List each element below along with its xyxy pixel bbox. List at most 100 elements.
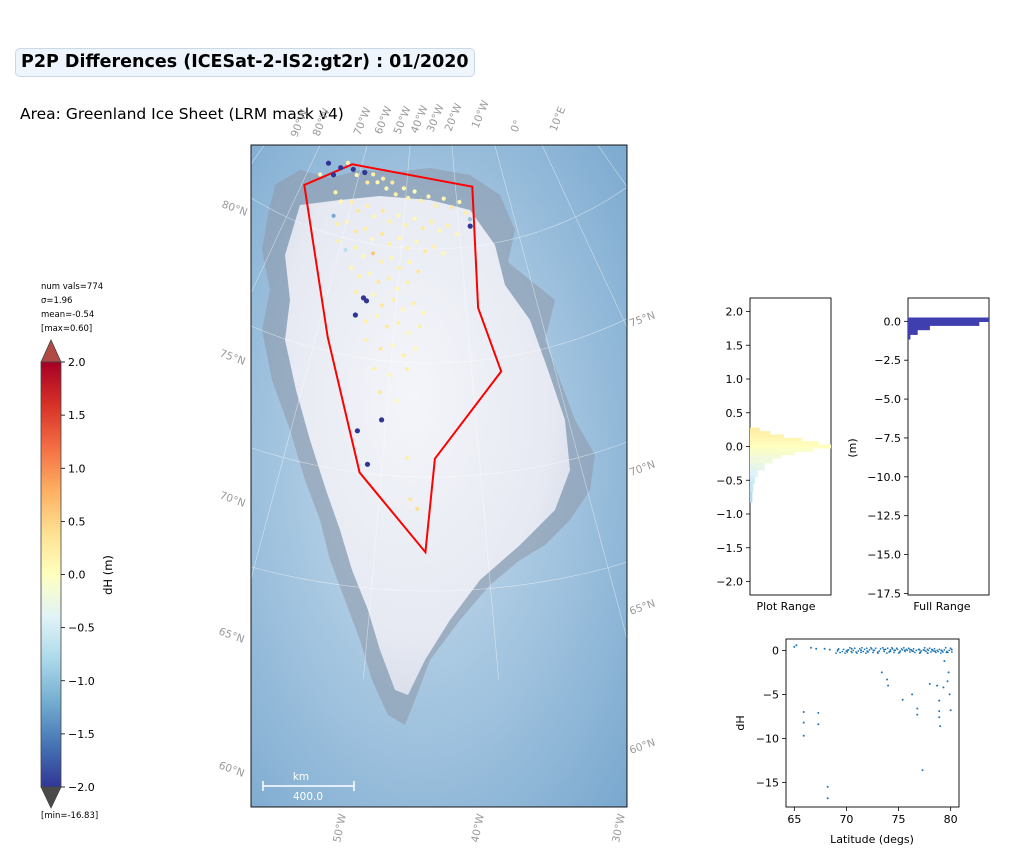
map-data-point [384, 324, 389, 329]
map-data-point [384, 186, 389, 191]
map-data-point [396, 320, 401, 326]
scatter-point [817, 711, 820, 714]
graticule-meridian [251, 145, 321, 294]
histogram-ytick-label: −2.5 [874, 354, 901, 367]
map-data-point [345, 160, 350, 165]
histogram-bar [908, 321, 980, 326]
scatter-point [936, 684, 939, 687]
scatter-point [946, 680, 949, 683]
graticule-parallel [251, 441, 627, 478]
scatter-point [895, 647, 898, 650]
stat-sigma: σ=1.96 [41, 296, 72, 306]
graticule-meridian [451, 145, 499, 680]
histogram-full-range-bars [908, 317, 989, 340]
histogram-bar [750, 463, 765, 471]
map-data-point [379, 259, 384, 264]
scatter-point [900, 648, 903, 650]
map-data-point [361, 254, 366, 259]
map-data-point [441, 251, 446, 256]
scatter-point [938, 716, 941, 719]
map-data-point [336, 238, 341, 244]
colorbar-tick-label: 1.5 [68, 409, 86, 422]
map-data-point [395, 286, 400, 291]
scatter-point [841, 650, 844, 653]
map-data-point [352, 312, 358, 318]
scatter-point [828, 648, 831, 651]
histogram-ytick-label: −5.0 [874, 393, 901, 406]
scatter-point [878, 650, 881, 652]
scatter-point [933, 648, 936, 650]
scatter-point [844, 652, 846, 654]
map-data-point [417, 324, 423, 329]
map-data-point [371, 172, 376, 177]
scale-bar-unit: km [293, 771, 309, 783]
scatter-point [918, 648, 921, 651]
scatter-point [876, 651, 879, 654]
scatter-point [802, 734, 805, 737]
histogram-plot-range-xlabel: Plot Range [756, 600, 815, 613]
map-lat-label-left: 60°N [217, 760, 246, 780]
scatter-point [938, 648, 941, 651]
map-data-point [390, 180, 395, 185]
map-data-point [365, 203, 370, 208]
scatter-point [938, 710, 941, 713]
histogram-full-range-ylabel: (m) [846, 438, 859, 457]
map-data-point [428, 219, 434, 224]
histogram-ytick-label: −2.0 [716, 576, 743, 589]
scatter-point [890, 646, 893, 649]
scatter-point [949, 709, 952, 712]
map-data-point [350, 166, 356, 172]
map-lon-label-bottom: 30°W [610, 812, 628, 843]
map-data-point [377, 390, 383, 395]
map-data-point [411, 301, 416, 306]
histogram-full-range-xlabel: Full Range [913, 600, 970, 613]
scatter-ticks: 65 70 75 80 0 −5 −10 −15 [756, 644, 958, 826]
map-lat-label-right: 75°N [628, 309, 657, 329]
colorbar-tick-label: 2.0 [68, 356, 86, 369]
scatter-point [939, 652, 942, 654]
map-data-point [437, 228, 442, 233]
map-data-points [318, 160, 473, 511]
stats-block: num vals=774 σ=1.96 mean=-0.54 [max=0.60… [41, 282, 103, 821]
map-data-point [387, 219, 392, 224]
map-data-point [375, 180, 380, 185]
scatter-point [842, 648, 845, 651]
map-data-point [376, 279, 381, 284]
map-lon-label-top: 0° [509, 119, 525, 135]
scatter-point [872, 649, 875, 652]
map-data-point [331, 213, 336, 218]
graticule-meridian [363, 145, 411, 680]
scatter-point [944, 646, 947, 649]
histogram-ytick-label: −17.5 [867, 587, 901, 600]
map-data-point [388, 256, 394, 261]
map-data-point [318, 172, 323, 177]
scatter-point [886, 647, 889, 650]
map-data-point [426, 194, 431, 199]
scatter-point [879, 648, 882, 650]
scatter-point [874, 647, 877, 650]
map-lat-label-left: 65°N [217, 626, 246, 646]
scatter-point [889, 650, 892, 653]
scatter-point [905, 648, 908, 651]
scatter-point [793, 645, 796, 648]
map-data-point [400, 307, 405, 312]
map-data-point [422, 249, 428, 254]
scatter-point [826, 797, 829, 800]
map-data-point [338, 199, 344, 204]
map-data-point [344, 219, 349, 224]
map-lon-label-top: 90°W [289, 107, 311, 139]
map-data-point [343, 247, 348, 252]
map-data-point [381, 176, 386, 181]
scatter-point [919, 651, 922, 654]
scatter-xlabel: Latitude (degs) [830, 833, 914, 846]
map-data-point [354, 172, 359, 178]
scatter-point [928, 647, 931, 650]
scatter-ytick-label: 0 [772, 644, 779, 657]
map-data-point [404, 456, 409, 461]
histogram-full-range-frame [907, 297, 990, 596]
map-data-point [380, 208, 385, 214]
colorbar: 2.0 1.5 1.0 0.5 0.0 −0.5 −1.0 −1.5 −2.0 dH (m) [40, 339, 115, 809]
histogram-ytick-label: 2.0 [726, 306, 744, 319]
map-data-point [371, 214, 376, 219]
scatter-point [865, 647, 868, 650]
